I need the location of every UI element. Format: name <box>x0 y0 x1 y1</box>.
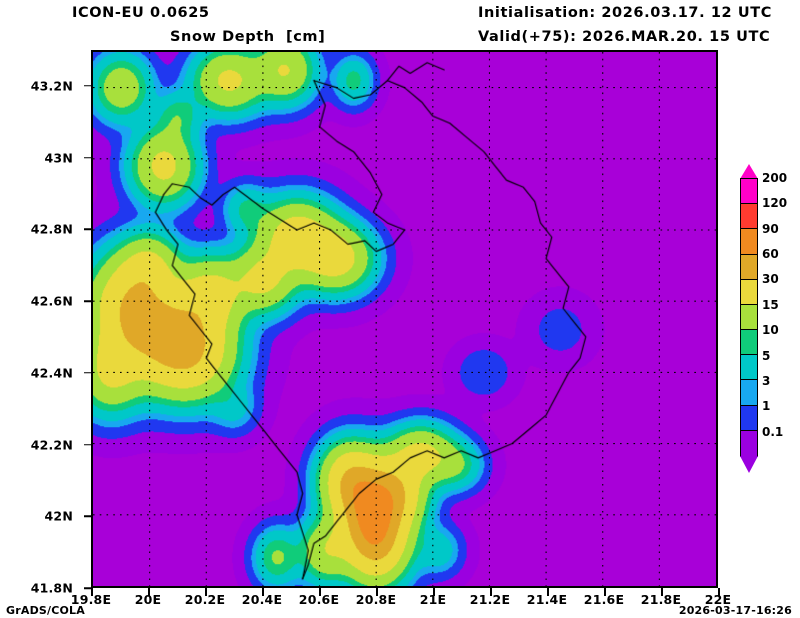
colorbar-band <box>741 304 757 331</box>
lon-tick-label: 20.2E <box>184 592 226 607</box>
lat-tick-label: 43.2N <box>30 78 73 94</box>
lat-tick-mark <box>84 515 92 518</box>
lat-tick-label: 43N <box>44 150 73 166</box>
lon-tick-mark <box>91 588 93 596</box>
colorbar-over-arrow <box>740 164 758 179</box>
lon-tick-mark <box>547 588 549 596</box>
colorbar-tick-label: 200 <box>762 171 788 185</box>
lon-tick-label: 20.4E <box>241 592 283 607</box>
lon-tick-label: 19.8E <box>70 592 112 607</box>
colorbar-tick-label: 1 <box>762 399 771 414</box>
lat-tick-mark <box>84 228 92 231</box>
lon-tick-label: 20E <box>134 592 162 607</box>
gridlines-overlay <box>93 52 716 586</box>
colorbar-band <box>741 229 757 255</box>
colorbar-band <box>741 254 757 280</box>
colorbar <box>740 178 758 457</box>
colorbar-tick-label: 120 <box>762 196 788 211</box>
lat-tick-label: 42N <box>44 508 73 524</box>
colorbar-tick-label: 5 <box>762 348 771 363</box>
field-title: Snow Depth [cm] <box>170 29 326 45</box>
lat-tick-label: 42.4N <box>30 365 73 381</box>
colorbar-tick-label: 15 <box>762 297 779 312</box>
lon-tick-label: 21.8E <box>640 592 682 607</box>
map-plot-area <box>91 50 718 588</box>
colorbar-band <box>741 430 757 456</box>
lon-tick-mark <box>262 588 264 596</box>
lon-tick-label: 21.4E <box>526 592 568 607</box>
lon-tick-label: 21E <box>419 592 447 607</box>
lat-tick-mark <box>84 372 92 374</box>
colorbar-tick-label: 10 <box>762 323 779 338</box>
colorbar-band <box>741 179 757 205</box>
colorbar-band <box>741 279 757 305</box>
colorbar-band <box>741 380 757 406</box>
lat-tick-label: 41.8N <box>30 580 73 596</box>
colorbar-tick-label: 3 <box>762 373 771 388</box>
colorbar-band <box>741 355 757 381</box>
lon-tick-mark <box>148 588 150 596</box>
colorbar-band <box>741 330 757 356</box>
lon-tick-label: 21.6E <box>583 592 625 607</box>
colorbar-tick-label: 60 <box>762 247 779 262</box>
lon-tick-mark <box>319 588 321 596</box>
lon-tick-mark <box>604 588 606 596</box>
credit-label: GrADS/COLA <box>6 604 85 617</box>
colorbar-tick-label: 0.1 <box>762 424 784 439</box>
lon-tick-mark <box>376 588 378 596</box>
lon-tick-mark <box>205 588 207 596</box>
lon-tick-label: 21.2E <box>469 592 511 607</box>
lon-tick-mark <box>433 588 435 596</box>
model-title: ICON-EU 0.0625 <box>72 5 210 21</box>
lat-tick-label: 42.6N <box>30 293 73 309</box>
lon-tick-mark <box>718 588 720 596</box>
colorbar-band <box>741 405 757 431</box>
colorbar-under-arrow <box>740 456 758 473</box>
lat-tick-label: 42.2N <box>30 437 73 453</box>
colorbar-tick-label: 30 <box>762 272 779 287</box>
lat-tick-label: 42.8N <box>30 221 73 237</box>
lon-tick-mark <box>661 588 663 596</box>
initialisation-label: Initialisation: 2026.03.17. 12 UTC <box>478 5 772 21</box>
lon-tick-mark <box>490 588 492 596</box>
timestamp-label: 2026-03-17-16:26 <box>678 604 792 617</box>
lon-tick-label: 20.8E <box>355 592 397 607</box>
snow-depth-heatmap <box>93 52 716 586</box>
colorbar-band <box>741 204 757 230</box>
lat-tick-mark <box>84 156 92 159</box>
lat-tick-mark <box>84 85 92 87</box>
lat-tick-mark <box>84 443 92 446</box>
lat-tick-mark <box>84 587 92 589</box>
valid-time-label: Valid(+75): 2026.MAR.20. 15 UTC <box>478 29 771 45</box>
colorbar-tick-label: 90 <box>762 221 779 236</box>
lon-tick-label: 22E <box>704 592 732 607</box>
lon-tick-label: 20.6E <box>298 592 340 607</box>
lat-tick-mark <box>84 300 92 302</box>
